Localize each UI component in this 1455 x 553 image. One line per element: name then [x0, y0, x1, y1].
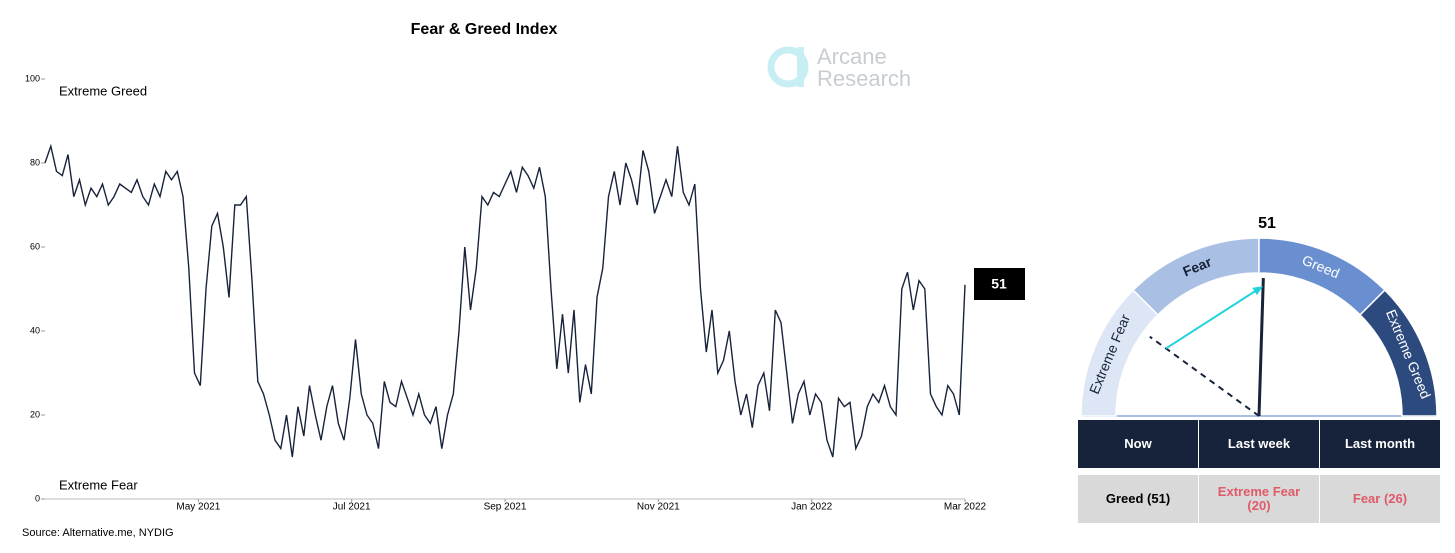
end-label-box	[974, 268, 1025, 300]
logo	[767, 46, 809, 88]
last-week-needle	[1149, 335, 1260, 417]
source: Source: Alternative.me, NYDIG	[22, 527, 174, 539]
line	[44, 143, 966, 458]
y-tick-label: 40	[30, 325, 40, 335]
gauge-band	[1132, 237, 1260, 316]
table-cell: Last week	[1199, 420, 1319, 468]
x-tick-label: Jul 2021	[333, 502, 371, 513]
gauge-band	[1080, 289, 1159, 417]
annotation: Extreme Fear	[59, 477, 138, 492]
change-arrow-head	[1252, 286, 1264, 296]
x-tick-label: Sep 2021	[484, 502, 527, 513]
y-tick-label: 20	[30, 409, 40, 419]
gauge-band	[1359, 289, 1438, 417]
table-cell: Last month	[1320, 420, 1440, 468]
y-tick-label: 80	[30, 157, 40, 167]
table-cell: Fear (26)	[1320, 475, 1440, 523]
x-tick-label: Nov 2021	[637, 502, 680, 513]
change-arrow	[1165, 289, 1257, 350]
y-tick-label: 100	[25, 73, 40, 83]
annotation: Extreme Greed	[59, 83, 147, 98]
end-label: 51	[991, 276, 1007, 292]
chart-title: Fear & Greed Index	[411, 21, 558, 38]
table-cell: Greed (51)	[1078, 475, 1198, 523]
y-tick-label: 60	[30, 241, 40, 251]
x-tick-label: Mar 2022	[944, 502, 987, 513]
logo	[797, 47, 804, 87]
watermark: Arcane	[817, 44, 887, 69]
table-cell: Extreme Fear (20)	[1199, 475, 1319, 523]
y-tick-label: 0	[35, 493, 40, 503]
table-cell: Now	[1078, 420, 1198, 468]
watermark: Research	[817, 66, 911, 91]
gauge-band	[1258, 237, 1386, 316]
x-tick-label: May 2021	[176, 502, 220, 513]
x-tick-label: Jan 2022	[791, 502, 833, 513]
needle	[1257, 278, 1265, 417]
gauge-value: 51	[1258, 215, 1276, 232]
